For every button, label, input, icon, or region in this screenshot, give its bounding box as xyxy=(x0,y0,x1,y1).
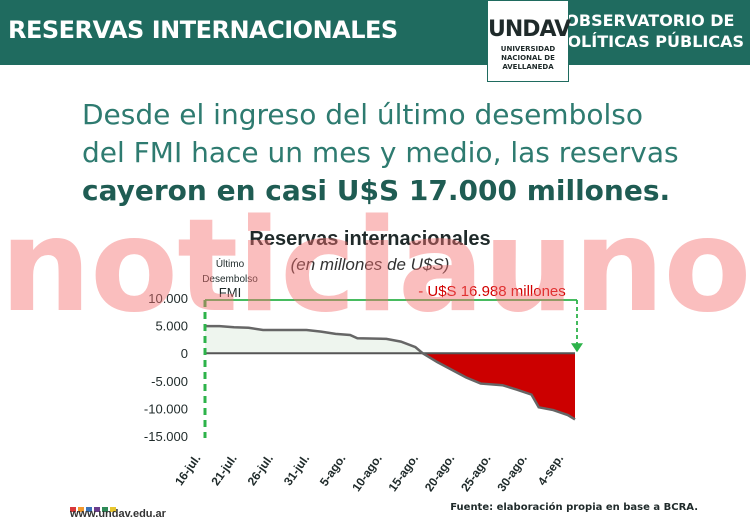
x-tick-label: 20-ago. xyxy=(422,452,458,494)
footer-dot xyxy=(110,507,116,512)
fmi-annotation-line: FMI xyxy=(219,285,241,300)
footer-dot xyxy=(70,507,76,512)
header-bar: RESERVAS INTERNACIONALES OBSERVATORIO DE… xyxy=(0,0,750,65)
series-line xyxy=(205,324,576,421)
headline-line-3: cayeron en casi U$S 17.000 millones. xyxy=(82,174,671,207)
headline-line-1: Desde el ingreso del último desembolso xyxy=(82,98,643,131)
x-tick-label: 5-ago. xyxy=(317,452,349,489)
drop-label: - U$S 16.988 millones xyxy=(418,283,566,300)
footer-dot xyxy=(78,507,84,512)
logo-line-3: AVELLANEDA xyxy=(502,63,554,71)
observatory-label: OBSERVATORIO DE POLÍTICAS PÚBLICAS xyxy=(556,10,744,52)
x-tick-label: 25-ago. xyxy=(458,452,494,494)
logo-line-1: UNIVERSIDAD xyxy=(500,45,556,53)
logo-mark: UNDAV xyxy=(488,17,571,42)
fmi-annotation-line: Último xyxy=(216,257,245,270)
x-tick-label: 10-ago. xyxy=(349,452,385,494)
headline-line-2: del FMI hace un mes y medio, las reserva… xyxy=(82,136,679,169)
y-tick-label: 5.000 xyxy=(155,319,188,334)
x-tick-label: 15-ago. xyxy=(386,452,422,494)
footer-dot xyxy=(86,507,92,512)
x-tick-label: 31-jul. xyxy=(281,452,312,488)
headline: Desde el ingreso del último desembolso d… xyxy=(82,96,679,210)
x-tick-label: 30-ago. xyxy=(494,452,530,494)
header-title: RESERVAS INTERNACIONALES xyxy=(8,16,398,44)
observatory-line-2: POLÍTICAS PÚBLICAS xyxy=(555,32,744,51)
footer-dot xyxy=(102,507,108,512)
footer-color-dots xyxy=(70,499,118,512)
x-tick-label: 21-jul. xyxy=(208,452,239,488)
chart-subtitle: (en millones de U$S) xyxy=(291,255,450,274)
y-tick-label: -15.000 xyxy=(144,429,188,444)
undav-logo: UNDAV UNIVERSIDAD NACIONAL DE AVELLANEDA xyxy=(487,0,571,82)
observatory-line-1: OBSERVATORIO DE xyxy=(565,11,735,30)
footer-source: Fuente: elaboración propia en base a BCR… xyxy=(450,502,698,513)
y-tick-label: -10.000 xyxy=(144,401,188,416)
x-tick-label: 16-jul. xyxy=(172,452,203,488)
chart-title: Reservas internacionales xyxy=(249,228,490,250)
logo-line-2: NACIONAL DE xyxy=(501,54,555,62)
x-tick-label: 26-jul. xyxy=(245,452,276,488)
positive-area xyxy=(205,326,423,354)
footer-url: www.undav.edu.ar xyxy=(70,508,166,520)
y-tick-label: 10.000 xyxy=(148,291,188,306)
x-tick-label: 4-sep. xyxy=(535,452,566,488)
y-tick-label: -5.000 xyxy=(151,374,188,389)
drop-arrow-head xyxy=(571,343,583,353)
y-tick-label: 0 xyxy=(181,346,188,361)
footer-dot xyxy=(94,507,100,512)
fmi-annotation-line: Desembolso xyxy=(202,274,258,285)
